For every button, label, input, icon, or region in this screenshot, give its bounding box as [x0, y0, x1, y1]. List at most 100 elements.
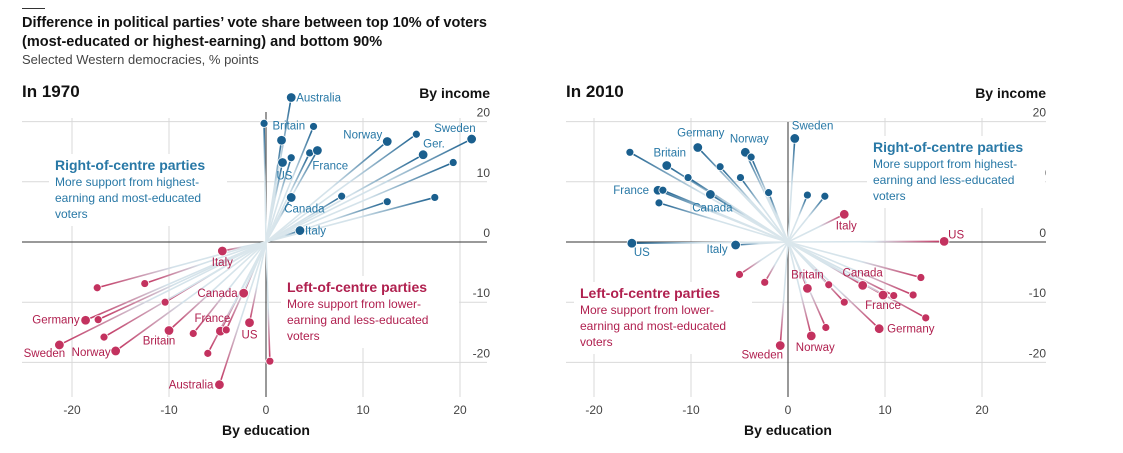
data-point	[188, 329, 198, 338]
data-point-canada	[286, 192, 297, 203]
spoke-line	[787, 138, 796, 243]
point-label: US	[242, 330, 258, 342]
data-point-us	[277, 157, 288, 168]
point-label: Canada	[692, 202, 733, 214]
data-point-france	[877, 289, 889, 301]
spoke-line	[787, 241, 813, 337]
data-point-italy	[730, 239, 741, 251]
point-label: Sweden	[434, 123, 476, 135]
annotation-text: earning and less-educated	[287, 313, 428, 327]
annotation-text: voters	[580, 335, 613, 349]
spokes	[739, 213, 945, 346]
spoke-line	[787, 213, 845, 243]
spoke-line	[787, 241, 922, 279]
point-label: Britain	[791, 269, 824, 281]
annotation-text: voters	[55, 207, 88, 221]
point-labels: Sweden Britain Germany Norway France Canada US…	[613, 120, 833, 259]
spoke-line	[265, 133, 417, 243]
data-point	[448, 158, 458, 167]
data-point-australia	[286, 92, 297, 103]
annotation-right-of-centre: Right-of-centre parties More support from…	[49, 154, 227, 226]
spoke-line	[787, 195, 826, 243]
data-point	[203, 348, 213, 358]
point-label: Norway	[343, 129, 382, 141]
spoke-line	[265, 138, 472, 243]
data-point-sweden	[54, 339, 65, 351]
data-point	[99, 332, 109, 342]
annotation-backing	[281, 276, 459, 348]
point-label: Italy	[305, 226, 326, 238]
spoke-line	[265, 241, 271, 362]
data-point-italy	[294, 225, 306, 236]
x-tick-label: 10	[878, 403, 892, 417]
spoke-line	[115, 241, 267, 352]
annotation-text: More support from highest-	[873, 157, 1017, 171]
point-label: Britain	[143, 335, 176, 347]
panel-title: In 2010	[566, 82, 624, 101]
data-point	[430, 193, 440, 202]
x-tick-label: 0	[263, 403, 270, 417]
point-labels: Italy Canada Germany Norway Sweden Britain Fra…	[24, 257, 258, 392]
x-tick-label: -20	[585, 403, 603, 417]
spoke-line	[265, 140, 388, 243]
chart-title-line2: (most-educated or highest-earning) and b…	[22, 34, 383, 50]
series-right-of-centre: Sweden Britain Germany Norway France Canada US…	[613, 120, 833, 259]
point-label: Sweden	[741, 350, 783, 362]
data-point	[908, 290, 918, 300]
x-axis-label: By education	[222, 422, 310, 438]
y-tick-label: 0	[483, 226, 490, 240]
spoke-line	[709, 193, 789, 243]
spoke-line	[192, 241, 267, 335]
spoke-line	[265, 162, 284, 243]
x-tick-label: 20	[975, 403, 989, 417]
data-point	[736, 173, 745, 182]
point-label: Australia	[169, 380, 214, 392]
data-point	[658, 185, 668, 195]
spoke-line	[265, 195, 343, 243]
spoke-line	[787, 241, 927, 319]
spoke-line	[719, 166, 789, 243]
spoke-line	[265, 126, 315, 243]
spoke-line	[97, 241, 267, 289]
data-point	[625, 147, 635, 157]
annotation-text: More support from lower-	[287, 297, 421, 311]
data-point	[160, 297, 170, 307]
spoke-line	[779, 241, 789, 346]
spoke-line	[787, 194, 809, 243]
data-point-us	[626, 238, 638, 249]
chart-title-line1: Difference in political parties’ vote sh…	[22, 15, 487, 31]
annotation-text: earning and most-educated	[580, 319, 726, 333]
x-tick-label: -20	[63, 403, 81, 417]
data-point	[921, 313, 931, 323]
x-axis-label: By education	[744, 422, 832, 438]
y-tick-label: 20	[477, 106, 491, 120]
y-axis-label: By income	[419, 85, 490, 101]
spoke-line	[263, 123, 267, 243]
point-label: France	[613, 185, 649, 197]
data-point	[221, 325, 231, 335]
data-point	[715, 162, 725, 172]
spokes	[59, 241, 271, 385]
data-point-sweden	[466, 133, 477, 145]
data-point	[824, 280, 834, 290]
markers	[259, 92, 477, 236]
annotation-text: earning and most-educated	[55, 191, 201, 205]
point-label: France	[312, 160, 348, 172]
series-left-of-centre: Italy US Britain Canada France Germany Norway S…	[735, 209, 964, 362]
point-label: Italy	[707, 244, 728, 256]
spoke-line	[735, 241, 789, 246]
spoke-line	[144, 241, 267, 285]
spoke-line	[265, 197, 292, 243]
spoke-line	[225, 241, 267, 331]
data-point-norway	[806, 330, 817, 342]
data-point-britain	[661, 160, 672, 171]
data-point	[839, 297, 849, 307]
annotation-left-of-centre: Left-of-centre parties More support from …	[281, 276, 459, 348]
spoke-line	[218, 241, 267, 385]
annotation-backing	[49, 154, 227, 226]
point-label: Canada	[284, 203, 325, 215]
spoke-line	[658, 202, 789, 243]
y-tick-label: 20	[1033, 106, 1047, 120]
